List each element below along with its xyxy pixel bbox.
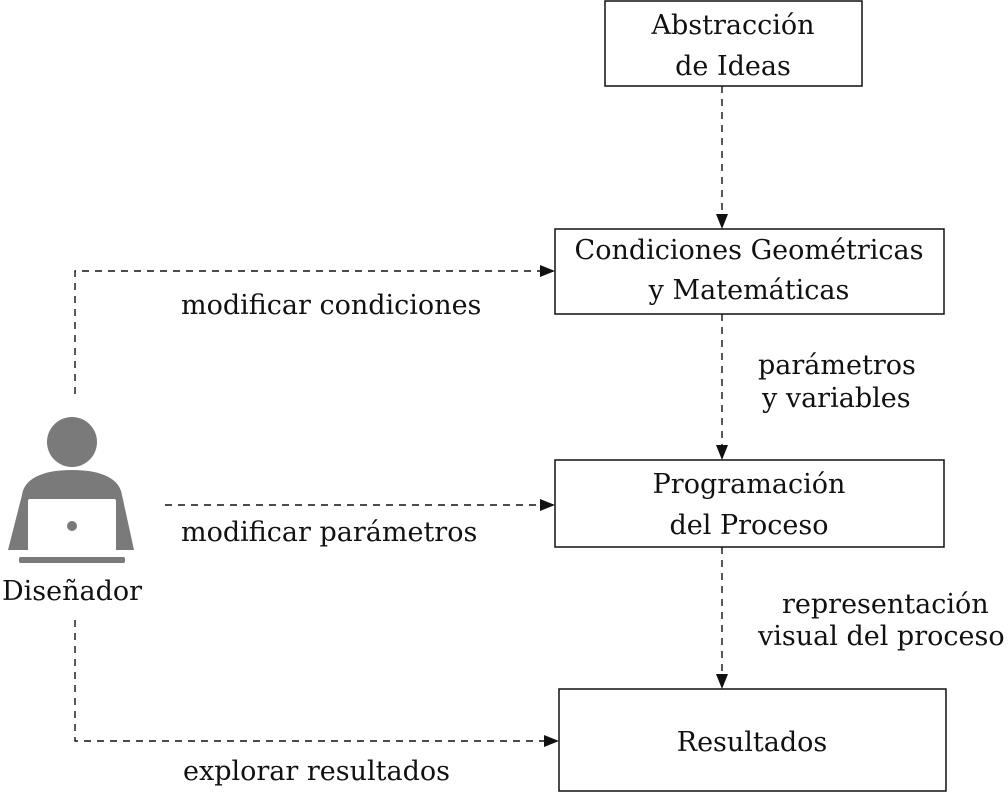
node-conditions: Condiciones Geométricas y Matemáticas — [554, 228, 945, 315]
node-abstraction-line1: Abstracción — [650, 10, 814, 41]
edge-abstraction-to-conditions — [716, 86, 728, 229]
edge-programming-to-results — [716, 547, 728, 689]
label-modify-conditions: modificar condiciones — [181, 290, 481, 321]
label-visual-process-line1: representación — [782, 589, 989, 620]
node-conditions-line1: Condiciones Geométricas — [575, 235, 924, 266]
node-results: Resultados — [558, 688, 947, 792]
node-conditions-line2: y Matemáticas — [648, 275, 850, 306]
label-params-vars-line1: parámetros — [758, 350, 916, 381]
node-programming: Programación del Proceso — [554, 459, 945, 548]
user-with-laptop-icon — [8, 417, 134, 563]
node-abstraction-line2: de Ideas — [675, 51, 791, 82]
node-programming-line2: del Proceso — [669, 510, 828, 541]
node-results-line1: Resultados — [677, 727, 828, 758]
actor-label: Diseñador — [2, 576, 142, 607]
label-visual-process-line2: visual del proceso — [757, 621, 1005, 652]
edge-explore-results — [74, 620, 559, 747]
label-params-vars-line2: y variables — [761, 383, 911, 414]
edge-modify-conditions — [74, 265, 555, 394]
label-modify-parameters: modificar parámetros — [181, 517, 477, 548]
label-explore-results: explorar resultados — [183, 756, 450, 787]
node-programming-line1: Programación — [653, 469, 846, 500]
node-abstraction: Abstracción de Ideas — [604, 0, 863, 87]
edge-modify-parameters — [165, 499, 555, 511]
edge-conditions-to-programming — [716, 314, 728, 460]
